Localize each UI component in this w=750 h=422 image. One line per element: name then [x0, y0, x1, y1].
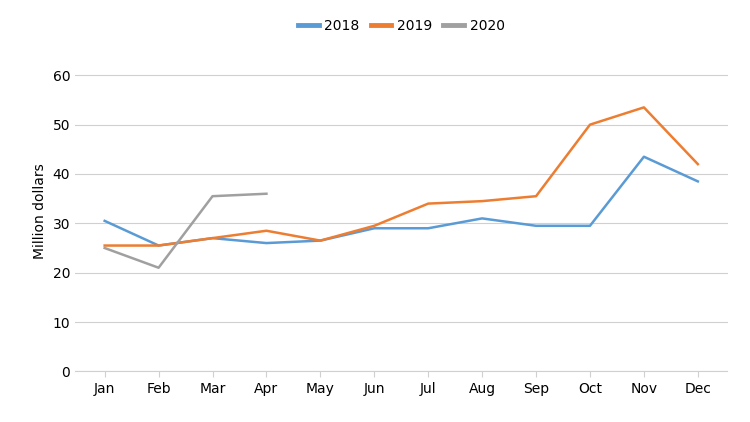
Line: 2018: 2018: [105, 157, 698, 246]
2019: [586, 122, 595, 127]
2019: [424, 201, 433, 206]
2019: [262, 228, 271, 233]
2020: [208, 194, 217, 199]
Line: 2020: 2020: [105, 194, 266, 268]
2018: [586, 223, 595, 228]
Y-axis label: Million dollars: Million dollars: [33, 163, 47, 259]
2019: [693, 162, 702, 167]
2020: [262, 191, 271, 196]
2018: [154, 243, 163, 248]
2020: [100, 246, 109, 251]
2019: [640, 105, 649, 110]
2018: [370, 226, 379, 231]
2018: [100, 218, 109, 223]
2018: [424, 226, 433, 231]
2020: [154, 265, 163, 270]
2019: [154, 243, 163, 248]
2018: [478, 216, 487, 221]
2019: [316, 238, 325, 243]
2018: [262, 241, 271, 246]
2018: [316, 238, 325, 243]
2018: [208, 235, 217, 241]
2018: [693, 179, 702, 184]
2018: [532, 223, 541, 228]
2018: [640, 154, 649, 159]
Line: 2019: 2019: [105, 107, 698, 246]
2019: [100, 243, 109, 248]
2019: [370, 223, 379, 228]
2019: [208, 235, 217, 241]
2019: [532, 194, 541, 199]
Legend: 2018, 2019, 2020: 2018, 2019, 2020: [298, 19, 505, 33]
2019: [478, 199, 487, 204]
